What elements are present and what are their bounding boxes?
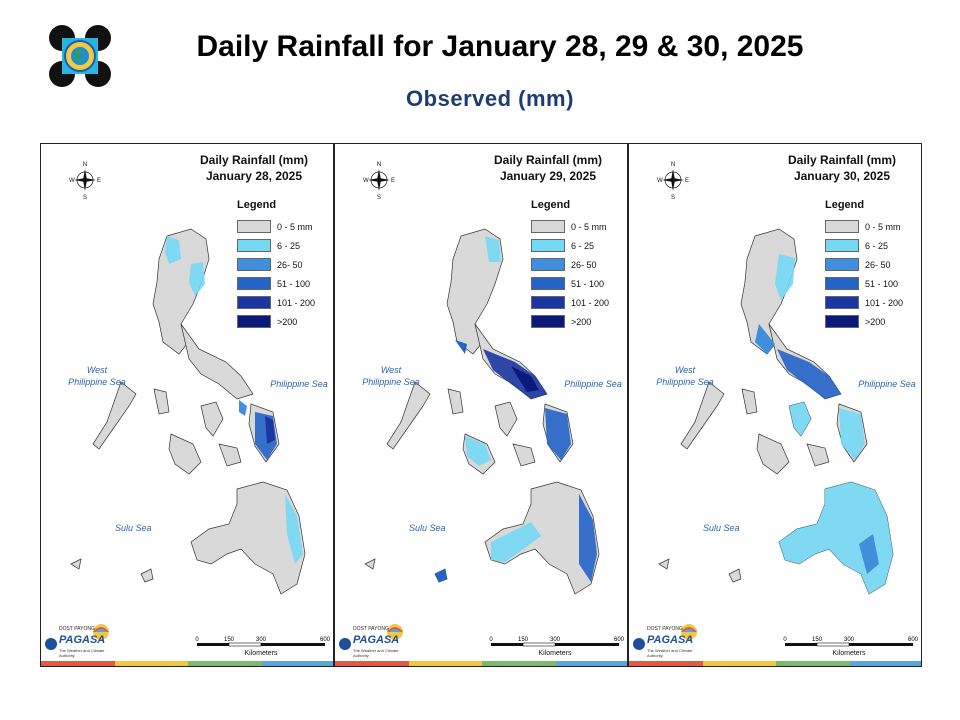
legend-item: 51 - 100 — [237, 274, 327, 293]
pagasa-logo: DOST PAYONG PAGASA The Weather and Clima… — [631, 622, 705, 658]
legend-item: 101 - 200 — [237, 293, 327, 312]
panel-title: Daily Rainfall (mm) January 29, 2025 — [493, 153, 603, 183]
scale-bar: 0 150 300 600 Kilometers — [783, 637, 919, 657]
svg-text:600: 600 — [908, 637, 919, 643]
legend-item: 6 - 25 — [237, 236, 327, 255]
rainfall-map-jan-30 — [658, 228, 894, 595]
svg-text:N: N — [671, 162, 675, 168]
west-philippine-sea-label: West Philippine Sea — [656, 365, 714, 387]
legend-title: Legend — [237, 199, 277, 211]
west-philippine-sea-label: West Philippine Sea — [362, 365, 420, 387]
pagasa-logo: DOST PAYONG PAGASA The Weather and Clima… — [337, 622, 411, 658]
svg-text:0: 0 — [195, 637, 199, 643]
philippine-sea-label: Philippine Sea — [564, 379, 622, 389]
sulu-sea-label: Sulu Sea — [409, 523, 446, 533]
legend: Legend 0 - 5 mm 6 - 25 26- 50 51 - 100 1… — [825, 199, 904, 328]
compass-e: E — [97, 178, 101, 184]
svg-text:0: 0 — [489, 637, 493, 643]
compass-s: S — [83, 195, 87, 200]
color-stripe — [335, 661, 627, 666]
scale-unit: Kilometers — [244, 650, 278, 657]
rainfall-map-jan-29 — [364, 228, 600, 595]
philippines-landmass — [70, 228, 306, 595]
panel-title-date: January 28, 2025 — [205, 169, 303, 183]
compass-rose: N S W E — [655, 160, 691, 200]
map-panel-jan-30: N S W E Daily Rainfall (mm) January 30, … — [628, 143, 922, 667]
legend: Legend 0 - 5 mm 6 - 25 26- 50 51 - 100 1… — [531, 199, 610, 328]
philippine-sea-label: Philippine Sea — [858, 379, 916, 389]
scale-bar: 0 150 300 600 Kilometers — [191, 634, 331, 664]
svg-text:300: 300 — [550, 637, 561, 643]
map-panel-jan-29: N S W E Daily Rainfall (mm) January 29, … — [334, 143, 628, 667]
svg-text:S: S — [671, 195, 675, 200]
legend-item: 26- 50 — [237, 255, 327, 274]
legend-item: >200 — [237, 312, 327, 331]
panel-title: Daily Rainfall (mm) January 30, 2025 — [787, 153, 897, 183]
color-stripe — [629, 661, 921, 666]
svg-text:150: 150 — [224, 637, 235, 643]
rainfall-overlay-jan-28 — [165, 236, 303, 564]
svg-text:0: 0 — [783, 637, 787, 643]
sulu-sea-label: Sulu Sea — [115, 523, 152, 533]
compass-n: N — [83, 162, 87, 168]
svg-text:S: S — [377, 195, 381, 200]
panel-title-line1: Daily Rainfall (mm) — [199, 153, 309, 167]
svg-text:300: 300 — [256, 637, 267, 643]
svg-text:W: W — [657, 178, 663, 184]
rainfall-overlay-jan-29 — [435, 236, 597, 582]
svg-text:W: W — [363, 178, 369, 184]
rainfall-map-jan-28 — [70, 228, 306, 595]
svg-text:150: 150 — [812, 637, 823, 643]
svg-text:150: 150 — [518, 637, 529, 643]
svg-text:N: N — [377, 162, 381, 168]
compass-rose: N S W E — [361, 160, 397, 200]
map-panel-jan-28: N S W E Daily Rainfall (mm) January 28, … — [40, 143, 334, 667]
panel-title: Daily Rainfall (mm) January 28, 2025 — [189, 152, 319, 184]
compass-w: W — [69, 178, 75, 184]
dost-logo — [48, 24, 112, 88]
svg-text:E: E — [391, 178, 395, 184]
philippine-sea-label: Philippine Sea — [270, 379, 328, 389]
pagasa-logo: DOST PAYONG PAGASA The Weather and Clima… — [43, 622, 117, 658]
rainfall-overlay-jan-30 — [755, 254, 893, 594]
compass-rose: N S W E — [67, 160, 103, 200]
page-title: Daily Rainfall for January 28, 29 & 30, … — [196, 30, 804, 63]
svg-text:600: 600 — [614, 637, 625, 643]
sulu-sea-label: Sulu Sea — [703, 523, 740, 533]
scale-bar: 0 150 300 600 Kilometers — [489, 637, 625, 657]
svg-text:E: E — [685, 178, 689, 184]
legend: Legend 0 - 5 mm 6 - 25 26- 50 51 - 100 1… — [237, 199, 327, 331]
west-philippine-sea-label: West Philippine Sea — [68, 365, 126, 387]
legend-item: 0 - 5 mm — [237, 217, 327, 236]
svg-text:300: 300 — [844, 637, 855, 643]
svg-text:600: 600 — [320, 637, 331, 643]
color-stripe — [41, 661, 333, 666]
page-subtitle: Observed (mm) — [406, 86, 574, 111]
